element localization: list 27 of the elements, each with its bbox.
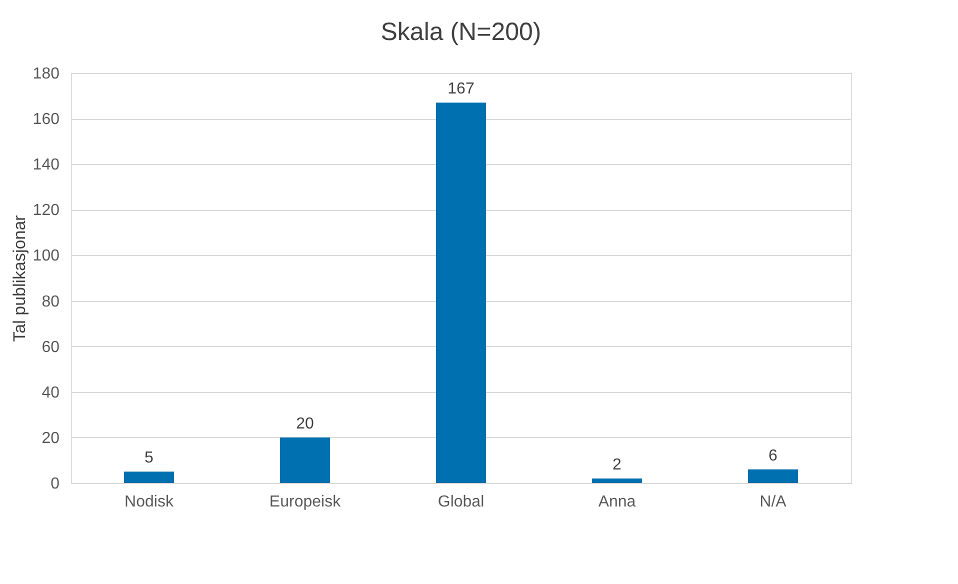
chart-title: Skala (N=200) [380,18,542,46]
x-tick-label: N/A [760,494,787,510]
y-tick-label: 100 [32,248,60,265]
y-tick-label: 20 [42,430,60,447]
x-tick-label: Europeisk [269,494,342,510]
y-tick-label: 180 [32,66,60,82]
bar [280,437,330,483]
data-label: 5 [144,450,154,467]
data-label: 167 [448,80,474,98]
y-tick-label: 40 [42,384,60,402]
y-tick-label: 120 [32,202,60,220]
y-tick-label: 0 [50,476,60,492]
bar [592,478,642,483]
data-label: 6 [768,447,778,464]
x-tick-label: Nodisk [124,494,174,510]
x-tick-label: Global [438,494,484,510]
bar [748,469,798,483]
data-label: 2 [612,456,622,474]
bar [124,472,174,483]
x-tick-label: Anna [598,494,636,510]
y-axis-title: Tal publikasjonar [10,214,29,342]
y-tick-label: 160 [32,111,60,128]
bar [436,102,486,483]
data-label: 20 [296,415,314,432]
y-tick-label: 140 [32,156,60,174]
y-tick-label: 80 [42,293,60,310]
y-tick-label: 60 [42,338,60,356]
